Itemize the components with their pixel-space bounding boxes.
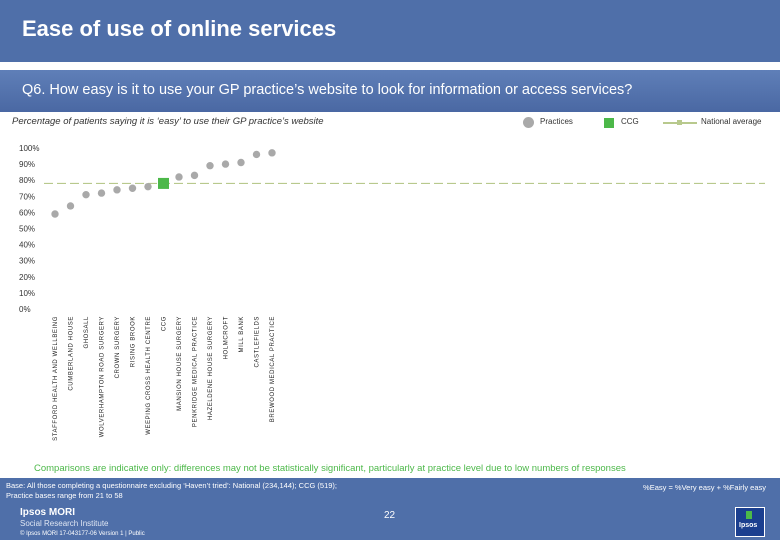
x-category-label: GHOSALL [84, 316, 90, 349]
question-bar [0, 70, 780, 112]
y-tick-label: 80% [19, 176, 35, 185]
x-category-label: HOLMCROFT [224, 316, 230, 359]
legend-ccg-label: CCG [621, 117, 639, 126]
y-tick-label: 40% [19, 241, 35, 250]
x-category-label: CUMBERLAND HOUSE [69, 316, 75, 391]
legend-practices-marker [523, 117, 534, 128]
base-note-line2: Practice bases range from 21 to 58 [6, 491, 123, 500]
legend-practices-label: Practices [540, 117, 573, 126]
legend-national-label: National average [701, 117, 762, 126]
scatter-chart: 0% 10% 20% 30% 40% 50% 60% 70% 80% 90% 100% STAFFOR… [19, 144, 765, 441]
x-category-label: PENKRIDGE MEDICAL PRACTICE [193, 316, 199, 427]
x-category-label: WEEPING CROSS HEALTH CENTRE [146, 316, 152, 435]
y-tick-label: 30% [19, 257, 35, 266]
chart-subtitle: Percentage of patients saying it is ‘eas… [12, 116, 324, 127]
x-category-label: RISING BROOK [131, 316, 137, 367]
comparisons-note: Comparisons are indicative only: differe… [34, 463, 626, 474]
easy-definition: %Easy = %Very easy + %Fairly easy [643, 483, 766, 492]
header-bar [0, 0, 780, 62]
practice-point [175, 173, 183, 181]
ipsos-logo-icon: Ipsos [735, 507, 765, 537]
practice-point [82, 190, 90, 199]
x-category-label: STAFFORD HEALTH AND WELLBEING [53, 316, 59, 441]
practice-point [113, 186, 121, 194]
y-tick-label: 10% [19, 289, 35, 298]
x-category-label: CASTLEFIELDS [255, 316, 261, 368]
practice-point [252, 150, 261, 159]
x-category-label: CCG [162, 316, 168, 331]
practice-point [51, 210, 59, 218]
ipsos-mori-logo-text: Ipsos MORI [20, 507, 76, 518]
x-category-label: MANSION HOUSE SURGERY [177, 316, 183, 411]
x-category-label: HAZELDENE HOUSE SURGERY [208, 316, 214, 420]
y-tick-label: 0% [19, 305, 31, 314]
x-category-label: WOLVERHAMPTON ROAD SURGERY [100, 316, 106, 437]
copyright-text: © Ipsos MORI 17-043177-06 Version 1 | Pu… [20, 531, 145, 537]
page-number: 22 [384, 510, 396, 521]
x-category-label: BREWOOD MEDICAL PRACTICE [270, 316, 276, 422]
practice-point [97, 189, 106, 197]
practice-point [221, 160, 230, 168]
footer-bar [0, 478, 780, 540]
ipsos-logo-accent [746, 511, 752, 519]
ccg-point [158, 177, 169, 189]
y-tick-label: 70% [19, 192, 35, 201]
practice-point [144, 182, 152, 191]
ipsos-logo-label: Ipsos [739, 522, 758, 529]
page-title: Ease of use of online services [22, 16, 337, 41]
practice-point [128, 184, 137, 192]
practice-point [206, 162, 214, 170]
y-tick-label: 60% [19, 208, 35, 217]
x-category-label: MILL BANK [239, 316, 245, 353]
practice-point [66, 202, 75, 210]
y-tick-label: 90% [19, 160, 35, 169]
y-tick-label: 20% [19, 273, 35, 282]
practice-point [190, 171, 199, 180]
legend-national-marker [677, 120, 682, 125]
question-text: Q6. How easy is it to use your GP practi… [22, 82, 633, 98]
y-tick-label: 100% [19, 144, 39, 153]
base-note-line1: Base: All those completing a questionnai… [6, 481, 338, 490]
sri-logo-text: Social Research Institute [20, 519, 109, 528]
x-category-label: CROWN SURGERY [115, 316, 121, 378]
practice-point [268, 149, 276, 157]
base-note: Base: All those completing a questionnai… [6, 481, 337, 501]
legend-ccg-marker [604, 118, 614, 128]
practice-point [237, 158, 245, 167]
y-tick-label: 50% [19, 225, 35, 234]
